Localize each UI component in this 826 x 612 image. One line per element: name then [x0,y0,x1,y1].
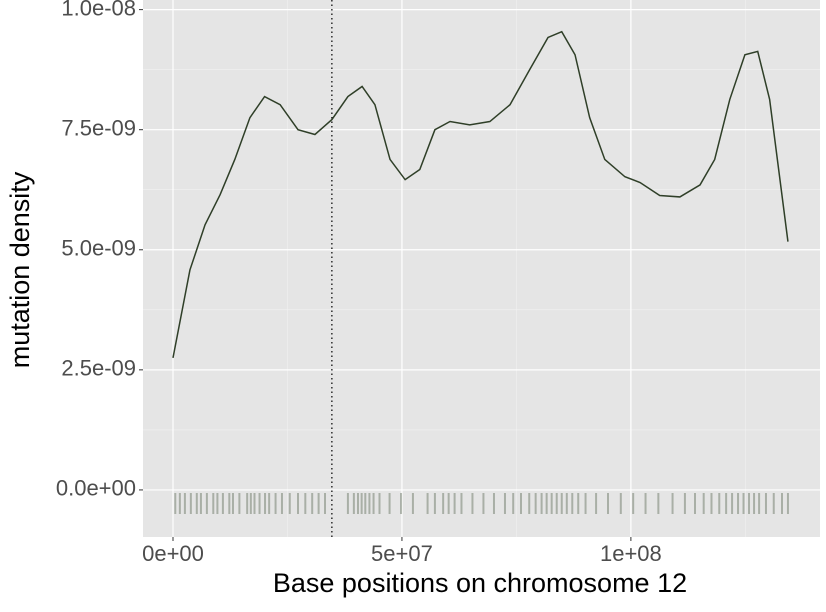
y-tick-label: 2.5e-09 [61,356,136,381]
y-tick-label: 5.0e-09 [61,236,136,261]
y-axis-title: mutation density [5,171,35,368]
x-tick-label: 5e+07 [371,541,433,566]
density-line [172,30,789,358]
x-axis-title: Base positions on chromosome 12 [273,568,687,598]
x-tick-label: 1e+08 [600,541,662,566]
x-tick-label: 0e+00 [142,541,204,566]
y-tick-label: 7.5e-09 [61,115,136,140]
panel [143,0,820,537]
y-tick-label: 0.0e+00 [56,476,136,501]
y-tick-label: 1.0e-08 [61,0,136,20]
